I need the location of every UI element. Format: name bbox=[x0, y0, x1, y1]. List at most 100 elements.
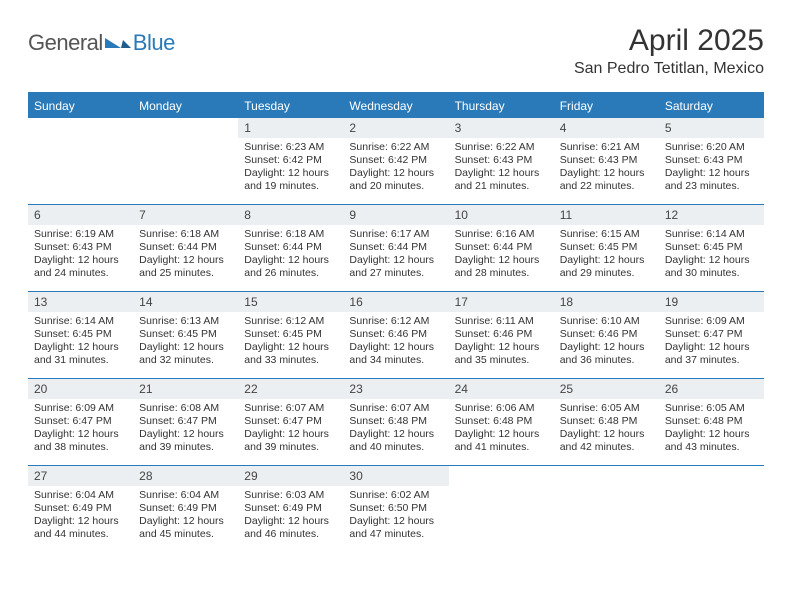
day-number: 28 bbox=[133, 466, 238, 486]
day-number: 25 bbox=[554, 379, 659, 399]
dow-header: Thursday bbox=[449, 94, 554, 118]
sunset-text: Sunset: 6:44 PM bbox=[139, 241, 232, 254]
sunset-text: Sunset: 6:48 PM bbox=[665, 415, 758, 428]
daylight-text: Daylight: 12 hours and 46 minutes. bbox=[244, 515, 337, 541]
calendar-week: 13Sunrise: 6:14 AMSunset: 6:45 PMDayligh… bbox=[28, 291, 764, 378]
day-number: 16 bbox=[343, 292, 448, 312]
calendar-cell: 7Sunrise: 6:18 AMSunset: 6:44 PMDaylight… bbox=[133, 205, 238, 291]
sunrise-text: Sunrise: 6:04 AM bbox=[139, 489, 232, 502]
sunrise-text: Sunrise: 6:06 AM bbox=[455, 402, 548, 415]
day-number: 23 bbox=[343, 379, 448, 399]
day-number: 17 bbox=[449, 292, 554, 312]
day-details: Sunrise: 6:06 AMSunset: 6:48 PMDaylight:… bbox=[449, 399, 554, 459]
sunrise-text: Sunrise: 6:11 AM bbox=[455, 315, 548, 328]
sunrise-text: Sunrise: 6:20 AM bbox=[665, 141, 758, 154]
day-number: 10 bbox=[449, 205, 554, 225]
daylight-text: Daylight: 12 hours and 22 minutes. bbox=[560, 167, 653, 193]
daylight-text: Daylight: 12 hours and 45 minutes. bbox=[139, 515, 232, 541]
day-details: Sunrise: 6:09 AMSunset: 6:47 PMDaylight:… bbox=[28, 399, 133, 459]
daylight-text: Daylight: 12 hours and 40 minutes. bbox=[349, 428, 442, 454]
day-details: Sunrise: 6:04 AMSunset: 6:49 PMDaylight:… bbox=[133, 486, 238, 546]
sunset-text: Sunset: 6:48 PM bbox=[349, 415, 442, 428]
calendar-cell: 27Sunrise: 6:04 AMSunset: 6:49 PMDayligh… bbox=[28, 466, 133, 552]
calendar-cell: 8Sunrise: 6:18 AMSunset: 6:44 PMDaylight… bbox=[238, 205, 343, 291]
dow-header: Friday bbox=[554, 94, 659, 118]
sunset-text: Sunset: 6:46 PM bbox=[349, 328, 442, 341]
sunset-text: Sunset: 6:49 PM bbox=[244, 502, 337, 515]
header: General Blue April 2025 San Pedro Tetitl… bbox=[28, 24, 764, 78]
day-number: 19 bbox=[659, 292, 764, 312]
sunset-text: Sunset: 6:45 PM bbox=[560, 241, 653, 254]
calendar-cell: 30Sunrise: 6:02 AMSunset: 6:50 PMDayligh… bbox=[343, 466, 448, 552]
sunset-text: Sunset: 6:45 PM bbox=[665, 241, 758, 254]
daylight-text: Daylight: 12 hours and 41 minutes. bbox=[455, 428, 548, 454]
day-details: Sunrise: 6:19 AMSunset: 6:43 PMDaylight:… bbox=[28, 225, 133, 285]
day-details: Sunrise: 6:07 AMSunset: 6:48 PMDaylight:… bbox=[343, 399, 448, 459]
day-details: Sunrise: 6:12 AMSunset: 6:46 PMDaylight:… bbox=[343, 312, 448, 372]
sunset-text: Sunset: 6:44 PM bbox=[349, 241, 442, 254]
calendar-cell: 23Sunrise: 6:07 AMSunset: 6:48 PMDayligh… bbox=[343, 379, 448, 465]
calendar-cell: 18Sunrise: 6:10 AMSunset: 6:46 PMDayligh… bbox=[554, 292, 659, 378]
day-details: Sunrise: 6:02 AMSunset: 6:50 PMDaylight:… bbox=[343, 486, 448, 546]
sunrise-text: Sunrise: 6:05 AM bbox=[560, 402, 653, 415]
day-details: Sunrise: 6:16 AMSunset: 6:44 PMDaylight:… bbox=[449, 225, 554, 285]
dow-row: SundayMondayTuesdayWednesdayThursdayFrid… bbox=[28, 94, 764, 118]
logo-text-2: Blue bbox=[133, 30, 175, 56]
day-number: 5 bbox=[659, 118, 764, 138]
sunrise-text: Sunrise: 6:09 AM bbox=[34, 402, 127, 415]
logo: General Blue bbox=[28, 24, 175, 56]
daylight-text: Daylight: 12 hours and 32 minutes. bbox=[139, 341, 232, 367]
calendar-week: 20Sunrise: 6:09 AMSunset: 6:47 PMDayligh… bbox=[28, 378, 764, 465]
calendar-week: 27Sunrise: 6:04 AMSunset: 6:49 PMDayligh… bbox=[28, 465, 764, 552]
day-details: Sunrise: 6:11 AMSunset: 6:46 PMDaylight:… bbox=[449, 312, 554, 372]
sunrise-text: Sunrise: 6:17 AM bbox=[349, 228, 442, 241]
sunset-text: Sunset: 6:47 PM bbox=[34, 415, 127, 428]
calendar: SundayMondayTuesdayWednesdayThursdayFrid… bbox=[28, 92, 764, 552]
daylight-text: Daylight: 12 hours and 42 minutes. bbox=[560, 428, 653, 454]
daylight-text: Daylight: 12 hours and 21 minutes. bbox=[455, 167, 548, 193]
daylight-text: Daylight: 12 hours and 43 minutes. bbox=[665, 428, 758, 454]
calendar-cell: 11Sunrise: 6:15 AMSunset: 6:45 PMDayligh… bbox=[554, 205, 659, 291]
calendar-cell bbox=[28, 118, 133, 204]
sunset-text: Sunset: 6:43 PM bbox=[34, 241, 127, 254]
sunset-text: Sunset: 6:49 PM bbox=[34, 502, 127, 515]
sunrise-text: Sunrise: 6:22 AM bbox=[349, 141, 442, 154]
day-number: 15 bbox=[238, 292, 343, 312]
day-number: 13 bbox=[28, 292, 133, 312]
calendar-cell: 13Sunrise: 6:14 AMSunset: 6:45 PMDayligh… bbox=[28, 292, 133, 378]
sunset-text: Sunset: 6:42 PM bbox=[349, 154, 442, 167]
calendar-cell bbox=[554, 466, 659, 552]
calendar-cell: 20Sunrise: 6:09 AMSunset: 6:47 PMDayligh… bbox=[28, 379, 133, 465]
calendar-cell: 4Sunrise: 6:21 AMSunset: 6:43 PMDaylight… bbox=[554, 118, 659, 204]
sunrise-text: Sunrise: 6:13 AM bbox=[139, 315, 232, 328]
title-block: April 2025 San Pedro Tetitlan, Mexico bbox=[574, 24, 764, 78]
day-number: 27 bbox=[28, 466, 133, 486]
day-number: 7 bbox=[133, 205, 238, 225]
logo-text-1: General bbox=[28, 30, 103, 56]
calendar-cell: 10Sunrise: 6:16 AMSunset: 6:44 PMDayligh… bbox=[449, 205, 554, 291]
sunset-text: Sunset: 6:47 PM bbox=[665, 328, 758, 341]
daylight-text: Daylight: 12 hours and 19 minutes. bbox=[244, 167, 337, 193]
calendar-cell: 5Sunrise: 6:20 AMSunset: 6:43 PMDaylight… bbox=[659, 118, 764, 204]
day-number: 2 bbox=[343, 118, 448, 138]
daylight-text: Daylight: 12 hours and 39 minutes. bbox=[244, 428, 337, 454]
day-details: Sunrise: 6:13 AMSunset: 6:45 PMDaylight:… bbox=[133, 312, 238, 372]
sunrise-text: Sunrise: 6:09 AM bbox=[665, 315, 758, 328]
day-details: Sunrise: 6:15 AMSunset: 6:45 PMDaylight:… bbox=[554, 225, 659, 285]
day-details: Sunrise: 6:05 AMSunset: 6:48 PMDaylight:… bbox=[554, 399, 659, 459]
page-subtitle: San Pedro Tetitlan, Mexico bbox=[574, 60, 764, 78]
daylight-text: Daylight: 12 hours and 27 minutes. bbox=[349, 254, 442, 280]
day-details: Sunrise: 6:23 AMSunset: 6:42 PMDaylight:… bbox=[238, 138, 343, 198]
sunrise-text: Sunrise: 6:07 AM bbox=[244, 402, 337, 415]
day-number: 22 bbox=[238, 379, 343, 399]
sunrise-text: Sunrise: 6:08 AM bbox=[139, 402, 232, 415]
daylight-text: Daylight: 12 hours and 39 minutes. bbox=[139, 428, 232, 454]
daylight-text: Daylight: 12 hours and 24 minutes. bbox=[34, 254, 127, 280]
day-details: Sunrise: 6:18 AMSunset: 6:44 PMDaylight:… bbox=[133, 225, 238, 285]
sunset-text: Sunset: 6:43 PM bbox=[665, 154, 758, 167]
daylight-text: Daylight: 12 hours and 38 minutes. bbox=[34, 428, 127, 454]
day-number: 8 bbox=[238, 205, 343, 225]
day-details: Sunrise: 6:21 AMSunset: 6:43 PMDaylight:… bbox=[554, 138, 659, 198]
calendar-cell bbox=[133, 118, 238, 204]
calendar-cell: 29Sunrise: 6:03 AMSunset: 6:49 PMDayligh… bbox=[238, 466, 343, 552]
